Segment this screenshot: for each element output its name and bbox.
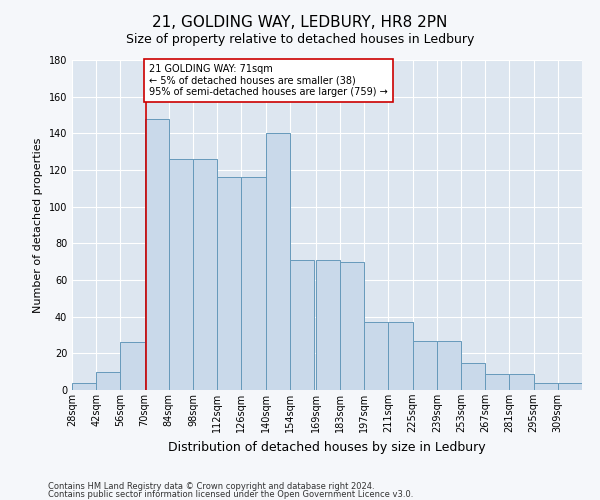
- Bar: [316, 260, 340, 390]
- Text: 21, GOLDING WAY, LEDBURY, HR8 2PN: 21, GOLDING WAY, LEDBURY, HR8 2PN: [152, 15, 448, 30]
- Bar: [217, 178, 241, 390]
- Bar: [437, 340, 461, 390]
- Bar: [290, 260, 314, 390]
- Bar: [485, 374, 509, 390]
- X-axis label: Distribution of detached houses by size in Ledbury: Distribution of detached houses by size …: [168, 440, 486, 454]
- Bar: [558, 382, 582, 390]
- Bar: [169, 159, 193, 390]
- Bar: [340, 262, 364, 390]
- Bar: [533, 382, 558, 390]
- Bar: [461, 362, 485, 390]
- Bar: [266, 134, 290, 390]
- Y-axis label: Number of detached properties: Number of detached properties: [33, 138, 43, 312]
- Text: 21 GOLDING WAY: 71sqm
← 5% of detached houses are smaller (38)
95% of semi-detac: 21 GOLDING WAY: 71sqm ← 5% of detached h…: [149, 64, 388, 97]
- Bar: [364, 322, 388, 390]
- Bar: [241, 178, 266, 390]
- Bar: [121, 342, 145, 390]
- Bar: [72, 382, 96, 390]
- Text: Contains HM Land Registry data © Crown copyright and database right 2024.: Contains HM Land Registry data © Crown c…: [48, 482, 374, 491]
- Bar: [193, 159, 217, 390]
- Bar: [96, 372, 121, 390]
- Bar: [388, 322, 413, 390]
- Bar: [413, 340, 437, 390]
- Text: Contains public sector information licensed under the Open Government Licence v3: Contains public sector information licen…: [48, 490, 413, 499]
- Bar: [145, 118, 169, 390]
- Bar: [509, 374, 533, 390]
- Text: Size of property relative to detached houses in Ledbury: Size of property relative to detached ho…: [126, 32, 474, 46]
